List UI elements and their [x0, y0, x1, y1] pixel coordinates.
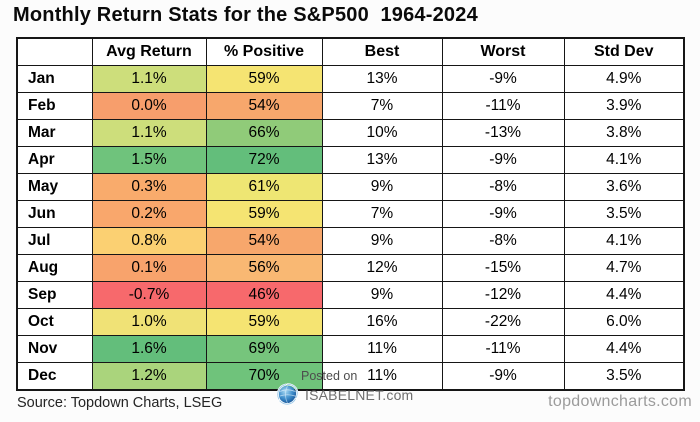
avg-return-cell: 0.2% [91, 200, 207, 228]
worst-cell: -11% [441, 92, 565, 120]
table-row-jul: Jul 0.8% 54% 9% -8% 4.1% [16, 227, 685, 255]
table-row-jun: Jun 0.2% 59% 7% -9% 3.5% [16, 200, 685, 228]
pct-positive-cell: 69% [205, 335, 323, 363]
header-best: Best [321, 37, 443, 66]
pct-positive-cell: 46% [205, 281, 323, 309]
month-label: Apr [16, 146, 93, 174]
monthly-return-stats-table: Avg Return % Positive Best Worst Std Dev… [16, 37, 685, 391]
table-row-dec: Dec 1.2% 70% 11% -9% 3.5% [16, 362, 685, 391]
best-cell: 7% [321, 200, 443, 228]
pct-positive-cell: 59% [205, 65, 323, 93]
table-row-mar: Mar 1.1% 66% 10% -13% 3.8% [16, 119, 685, 147]
header-std-dev: Std Dev [563, 37, 685, 66]
header-worst: Worst [441, 37, 565, 66]
table-row-apr: Apr 1.5% 72% 13% -9% 4.1% [16, 146, 685, 174]
table-row-aug: Aug 0.1% 56% 12% -15% 4.7% [16, 254, 685, 282]
worst-cell: -9% [441, 200, 565, 228]
std-dev-cell: 6.0% [563, 308, 685, 336]
best-cell: 7% [321, 92, 443, 120]
worst-cell: -9% [441, 146, 565, 174]
worst-cell: -22% [441, 308, 565, 336]
worst-cell: -9% [441, 362, 565, 391]
month-label: Nov [16, 335, 93, 363]
header-row: Avg Return % Positive Best Worst Std Dev [16, 37, 685, 66]
header-avg-return: Avg Return [91, 37, 207, 66]
worst-cell: -13% [441, 119, 565, 147]
pct-positive-cell: 59% [205, 200, 323, 228]
worst-cell: -8% [441, 227, 565, 255]
website-credit: topdowncharts.com [548, 393, 692, 410]
std-dev-cell: 3.6% [563, 173, 685, 201]
worst-cell: -8% [441, 173, 565, 201]
best-cell: 9% [321, 173, 443, 201]
std-dev-cell: 4.9% [563, 65, 685, 93]
pct-positive-cell: 59% [205, 308, 323, 336]
best-cell: 12% [321, 254, 443, 282]
isabelnet-globe-swirl-icon [276, 383, 299, 406]
table-row-may: May 0.3% 61% 9% -8% 3.6% [16, 173, 685, 201]
isabelnet-wordmark: ISABELNET.com [305, 386, 414, 403]
best-cell: 11% [321, 362, 443, 391]
avg-return-cell: 1.6% [91, 335, 207, 363]
month-label: Oct [16, 308, 93, 336]
pct-positive-cell: 70% [205, 362, 323, 391]
avg-return-cell: 1.2% [91, 362, 207, 391]
best-cell: 9% [321, 227, 443, 255]
page-title: Monthly Return Stats for the S&P500 1964… [13, 4, 478, 26]
table-row-feb: Feb 0.0% 54% 7% -11% 3.9% [16, 92, 685, 120]
avg-return-cell: 1.5% [91, 146, 207, 174]
worst-cell: -9% [441, 65, 565, 93]
avg-return-cell: 0.3% [91, 173, 207, 201]
month-label: Jul [16, 227, 93, 255]
month-label: Jun [16, 200, 93, 228]
table-row-jan: Jan 1.1% 59% 13% -9% 4.9% [16, 65, 685, 93]
avg-return-cell: 0.0% [91, 92, 207, 120]
pct-positive-cell: 54% [205, 92, 323, 120]
avg-return-cell: 0.1% [91, 254, 207, 282]
std-dev-cell: 4.7% [563, 254, 685, 282]
avg-return-cell: 1.1% [91, 119, 207, 147]
best-cell: 9% [321, 281, 443, 309]
pct-positive-cell: 54% [205, 227, 323, 255]
header-month [16, 37, 93, 66]
watermark-posted-on: Posted on [301, 369, 358, 383]
header-pct-positive: % Positive [205, 37, 323, 66]
source-credit: Source: Topdown Charts, LSEG [17, 395, 223, 411]
std-dev-cell: 3.5% [563, 362, 685, 391]
pct-positive-cell: 66% [205, 119, 323, 147]
std-dev-cell: 4.4% [563, 335, 685, 363]
worst-cell: -11% [441, 335, 565, 363]
month-label: Dec [16, 362, 93, 391]
month-label: Jan [16, 65, 93, 93]
month-label: Aug [16, 254, 93, 282]
month-label: Mar [16, 119, 93, 147]
std-dev-cell: 3.9% [563, 92, 685, 120]
month-label: May [16, 173, 93, 201]
table-row-nov: Nov 1.6% 69% 11% -11% 4.4% [16, 335, 685, 363]
std-dev-cell: 4.1% [563, 227, 685, 255]
month-label: Feb [16, 92, 93, 120]
isabelnet-watermark: ISABELNET.com [275, 382, 413, 407]
table-row-sep: Sep -0.7% 46% 9% -12% 4.4% [16, 281, 685, 309]
avg-return-cell: 1.0% [91, 308, 207, 336]
avg-return-cell: 0.8% [91, 227, 207, 255]
avg-return-cell: 1.1% [91, 65, 207, 93]
table-row-oct: Oct 1.0% 59% 16% -22% 6.0% [16, 308, 685, 336]
best-cell: 13% [321, 65, 443, 93]
avg-return-cell: -0.7% [91, 281, 207, 309]
pct-positive-cell: 56% [205, 254, 323, 282]
std-dev-cell: 3.8% [563, 119, 685, 147]
best-cell: 10% [321, 119, 443, 147]
pct-positive-cell: 72% [205, 146, 323, 174]
pct-positive-cell: 61% [205, 173, 323, 201]
best-cell: 13% [321, 146, 443, 174]
worst-cell: -12% [441, 281, 565, 309]
best-cell: 11% [321, 335, 443, 363]
std-dev-cell: 4.1% [563, 146, 685, 174]
std-dev-cell: 4.4% [563, 281, 685, 309]
best-cell: 16% [321, 308, 443, 336]
std-dev-cell: 3.5% [563, 200, 685, 228]
worst-cell: -15% [441, 254, 565, 282]
month-label: Sep [16, 281, 93, 309]
